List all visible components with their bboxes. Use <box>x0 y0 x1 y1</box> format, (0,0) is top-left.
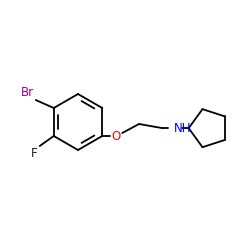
Text: O: O <box>112 130 121 142</box>
Text: NH: NH <box>174 122 191 135</box>
Text: F: F <box>31 147 38 160</box>
Text: Br: Br <box>21 86 34 99</box>
